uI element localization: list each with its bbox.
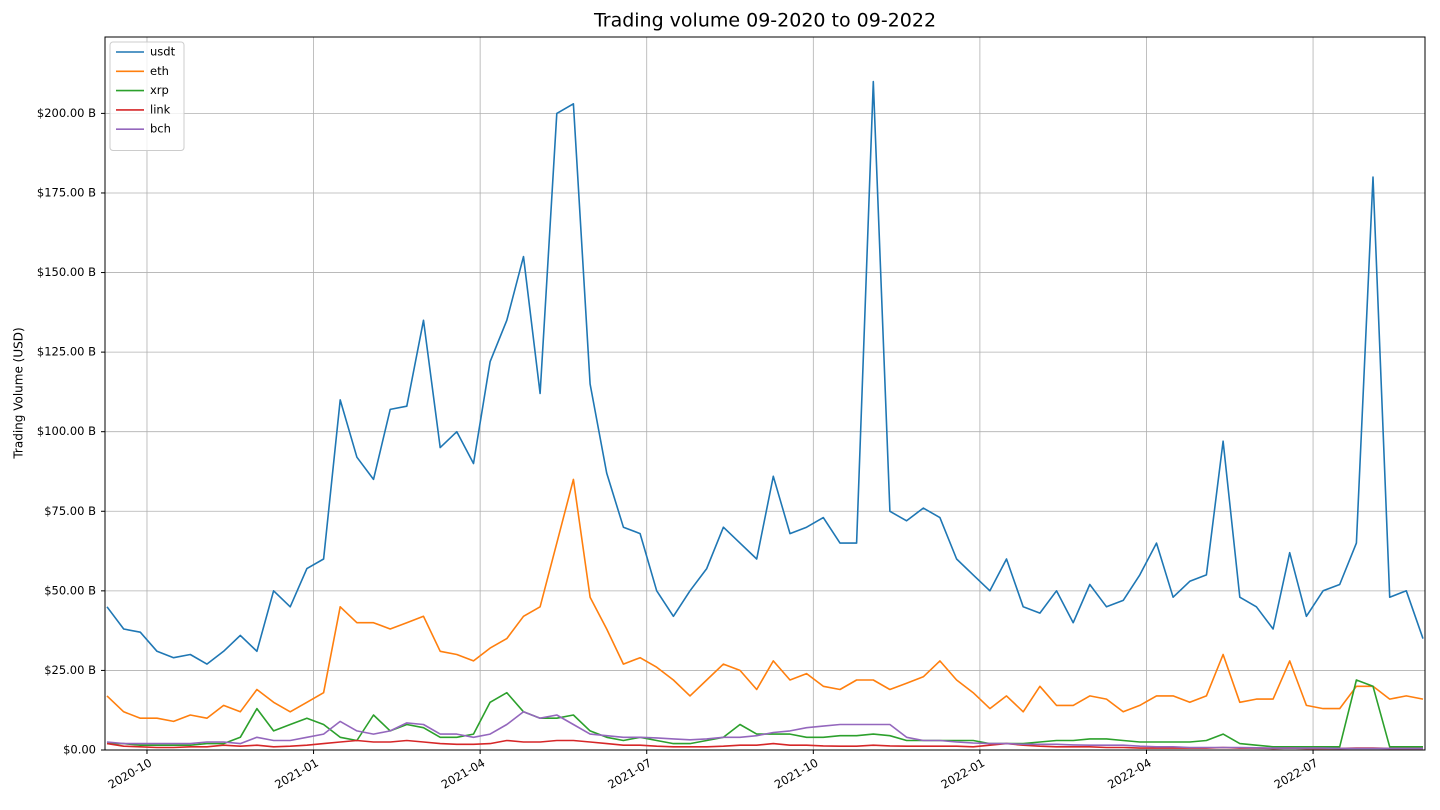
chart-title: Trading volume 09-2020 to 09-2022: [593, 10, 936, 32]
series-line: [106, 80, 1424, 665]
series-line: [106, 711, 1423, 750]
y-tick-label: $200.00 B: [37, 106, 96, 120]
x-tick-label: 2021-07: [605, 756, 654, 792]
y-tick-label: $175.00 B: [37, 185, 96, 199]
y-tick-label: $100.00 B: [37, 424, 96, 438]
plot: [106, 80, 1424, 750]
y-tick-label: $125.00 B: [37, 345, 96, 359]
y-tick-label: $150.00 B: [37, 265, 96, 279]
y-tick-label: $50.00 B: [44, 583, 96, 597]
legend-label: link: [150, 102, 171, 116]
legend-label: usdt: [150, 45, 176, 59]
y-tick-label: $25.00 B: [44, 663, 96, 677]
series-line: [106, 478, 1424, 723]
legend-label: bch: [150, 122, 171, 136]
x-tick-label: 2022-01: [939, 756, 988, 792]
legend-label: xrp: [150, 83, 169, 97]
plot-frame: [104, 36, 1426, 751]
legend-box: [109, 41, 185, 151]
y-tick-label: $0.00: [63, 743, 96, 757]
x-tick-label: 2022-07: [1272, 756, 1321, 792]
legend-label: eth: [150, 64, 169, 78]
x-tick-label: 2022-04: [1105, 756, 1154, 792]
x-tick-label: 2021-10: [772, 756, 821, 792]
x-tick-label: 2020-10: [106, 756, 155, 792]
series-line: [107, 679, 1423, 748]
x-tick-label: 2021-01: [272, 756, 321, 792]
x-tick-label: 2021-04: [439, 756, 488, 792]
y-axis-label: Trading Volume (USD): [12, 327, 26, 459]
y-tick-label: $75.00 B: [44, 504, 96, 518]
